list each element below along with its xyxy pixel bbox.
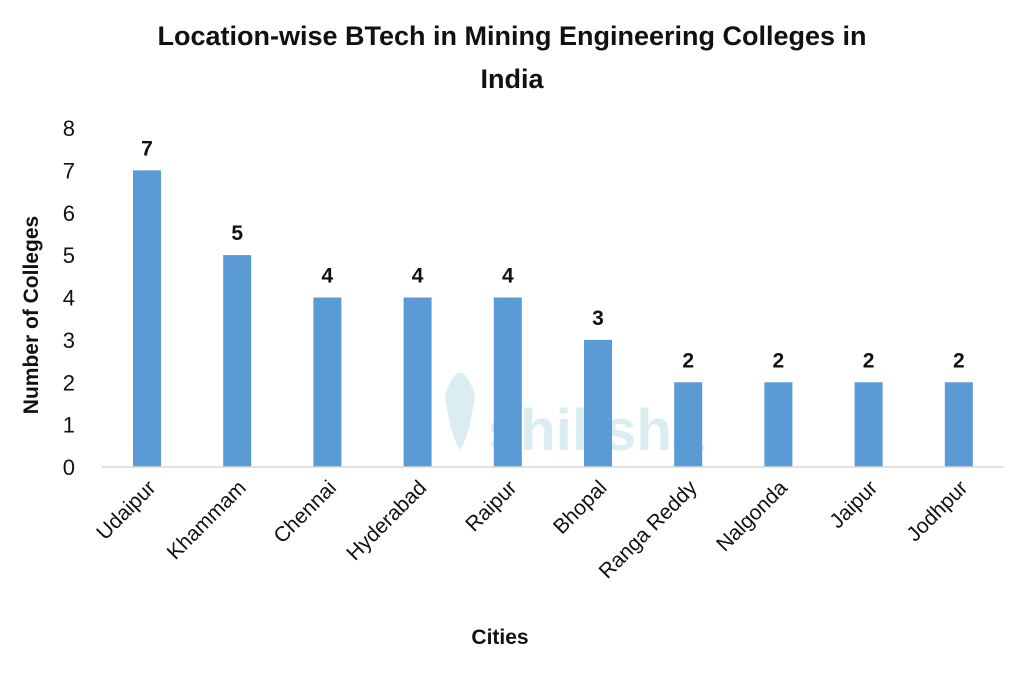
x-tick-label: Udaipur <box>92 476 160 544</box>
x-tick-label: Bhopal <box>549 476 612 539</box>
chart-title-line-1: Location-wise BTech in Mining Engineerin… <box>157 21 866 51</box>
x-tick-label: Khammam <box>163 476 251 564</box>
y-tick-label: 8 <box>63 116 75 141</box>
y-tick-label: 5 <box>63 243 75 268</box>
bar-ranga-reddy <box>674 382 703 467</box>
data-label: 2 <box>863 349 875 372</box>
bar-hyderabad <box>403 297 432 467</box>
data-label: 4 <box>502 265 514 288</box>
y-axis-title: Number of Colleges <box>20 216 43 414</box>
x-tick-label: Jodhpur <box>902 476 972 546</box>
y-tick-label: 6 <box>63 201 75 226</box>
chart-title-line-2: India <box>480 64 544 94</box>
bar-jodhpur <box>944 382 973 467</box>
bar-bhopal <box>584 339 612 467</box>
x-tick-label: Chennai <box>269 476 341 548</box>
data-label: 7 <box>141 137 153 160</box>
y-tick-label: 7 <box>63 158 75 183</box>
x-tick-label: Jaipur <box>825 476 882 533</box>
data-label: 3 <box>592 307 604 330</box>
bar-jaipur <box>854 382 883 467</box>
x-tick-label: Nalgonda <box>712 476 792 556</box>
y-tick-label: 2 <box>63 370 75 395</box>
bar-khammam <box>223 255 252 467</box>
y-tick-label: 4 <box>63 286 75 311</box>
data-label: 4 <box>322 265 334 288</box>
data-label: 2 <box>773 349 785 372</box>
watermark-logo: shiksha <box>445 372 705 463</box>
y-tick-label: 0 <box>63 455 75 480</box>
x-tick-label: Hyderabad <box>342 476 431 565</box>
x-axis-title: Cities <box>471 626 528 649</box>
y-tick-label: 1 <box>63 413 75 438</box>
data-label: 5 <box>231 222 243 245</box>
data-label: 4 <box>412 265 424 288</box>
x-tick-label: Raipur <box>461 476 521 536</box>
bar-nalgonda <box>764 382 793 467</box>
bar-chennai <box>313 297 342 467</box>
bar-udaipur <box>133 170 161 467</box>
bar-raipur <box>493 297 522 467</box>
data-label: 2 <box>682 349 694 372</box>
y-tick-label: 3 <box>63 328 75 353</box>
data-label: 2 <box>953 349 965 372</box>
